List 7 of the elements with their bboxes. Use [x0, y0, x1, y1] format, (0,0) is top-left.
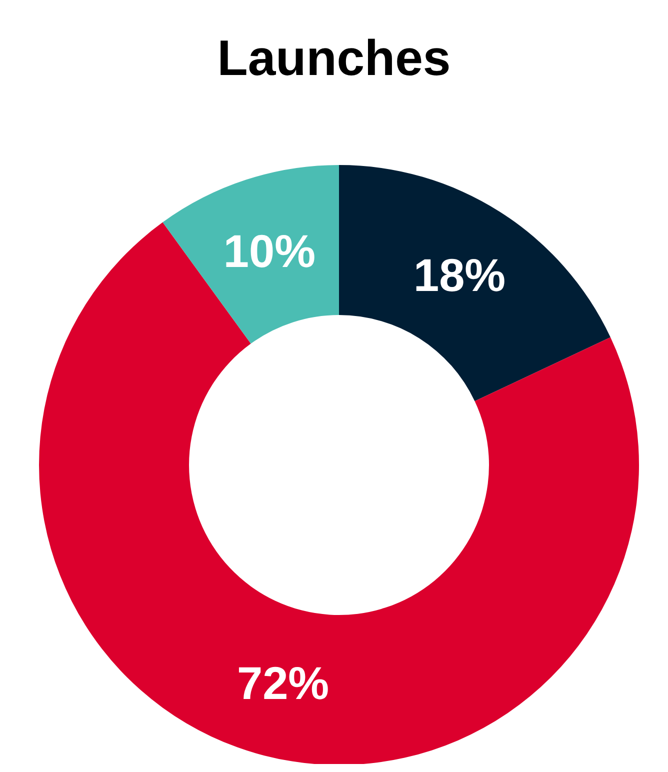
data-label: 10% [223, 225, 316, 278]
donut-slice [39, 222, 639, 764]
donut-slice [339, 165, 610, 402]
donut-slice [162, 165, 339, 344]
data-label: 18% [414, 249, 506, 302]
chart-title: Launches [217, 30, 451, 86]
data-label: 72% [237, 656, 330, 709]
